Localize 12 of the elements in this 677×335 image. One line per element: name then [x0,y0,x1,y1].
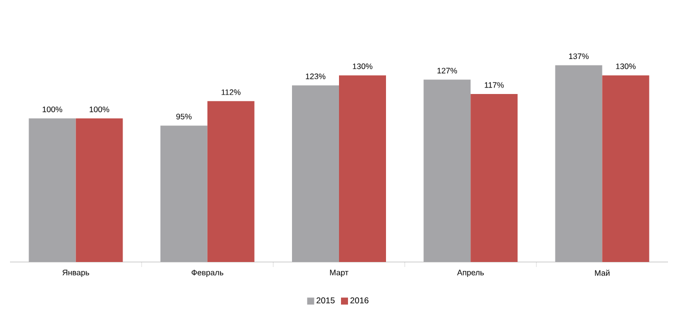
bar [76,118,123,262]
bar [28,118,76,262]
bar [555,65,602,262]
legend-label: 2016 [350,297,368,304]
bar [292,85,339,262]
bar [160,126,208,262]
bar [424,80,471,262]
bar [470,94,518,262]
legend-label: 2015 [316,297,335,304]
bar [602,75,650,262]
bar [207,101,254,262]
bar [339,75,386,262]
